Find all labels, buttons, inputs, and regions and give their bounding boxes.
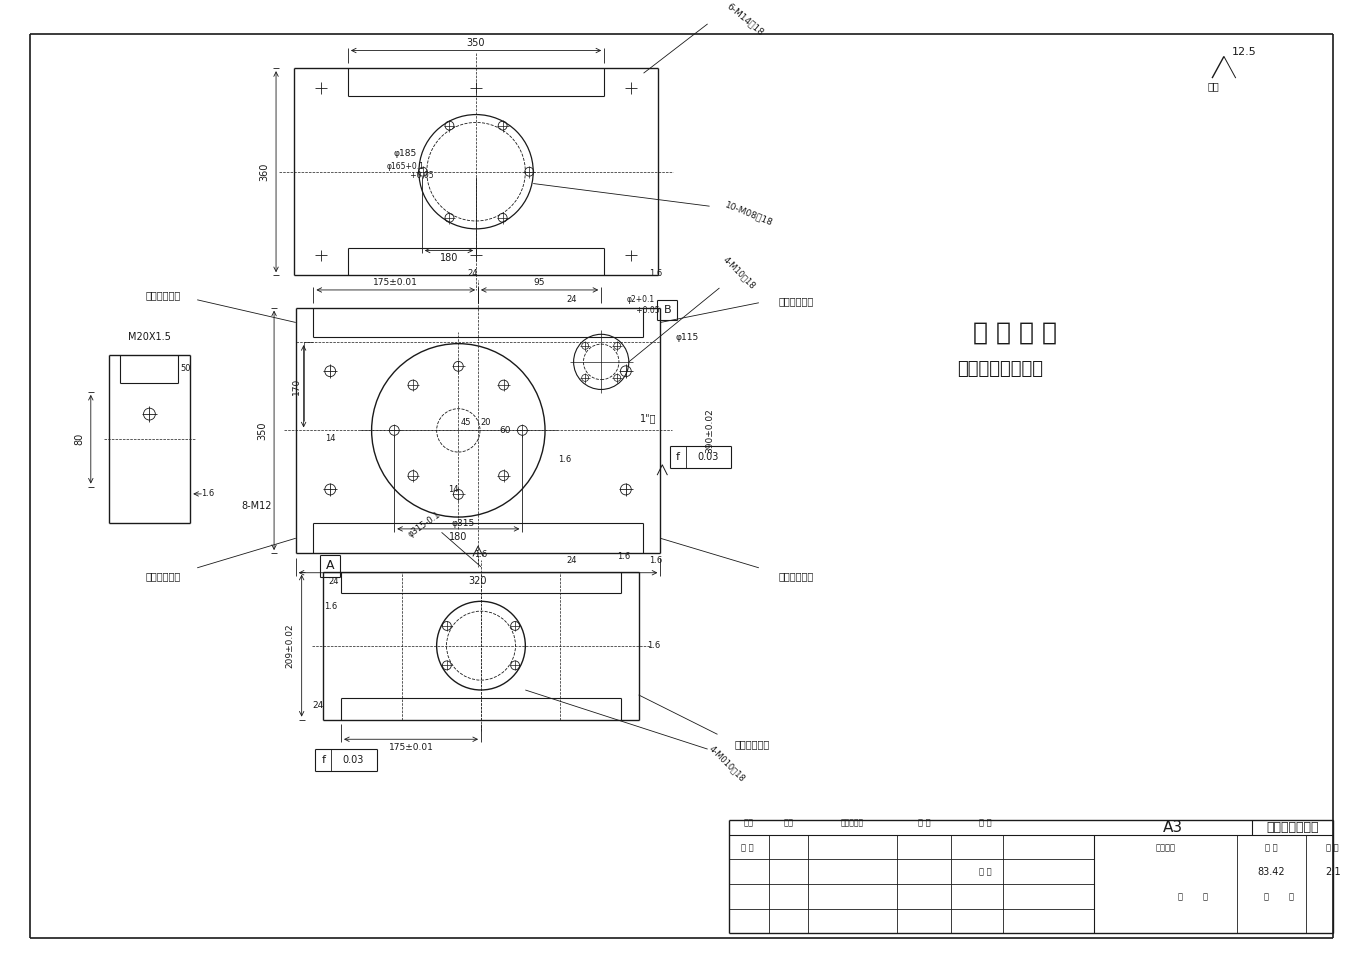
Text: 10-M08深18: 10-M08深18 xyxy=(724,200,774,228)
Text: 签 字: 签 字 xyxy=(917,818,930,828)
Text: 焊接（满焊）: 焊接（满焊） xyxy=(778,571,814,581)
Text: φ185: φ185 xyxy=(394,149,417,158)
Text: 390±0.02: 390±0.02 xyxy=(705,408,714,453)
Text: 95: 95 xyxy=(534,278,545,286)
Text: 比 例: 比 例 xyxy=(1326,843,1338,853)
Text: 焊接（满焊）: 焊接（满焊） xyxy=(735,740,770,749)
Text: 14: 14 xyxy=(324,434,335,443)
Text: 360: 360 xyxy=(259,163,270,181)
Text: 80: 80 xyxy=(74,433,85,445)
Text: 170: 170 xyxy=(292,377,301,395)
Text: 24: 24 xyxy=(312,701,324,710)
Text: 更改文件名: 更改文件名 xyxy=(841,818,864,828)
Text: 0.03: 0.03 xyxy=(342,755,364,764)
Text: φ115: φ115 xyxy=(675,332,698,342)
Text: 1.6: 1.6 xyxy=(202,490,215,498)
Text: A3: A3 xyxy=(1163,820,1183,835)
Text: 83.42: 83.42 xyxy=(1258,867,1285,878)
Text: 24: 24 xyxy=(328,577,338,586)
Text: 175±0.01: 175±0.01 xyxy=(388,742,433,752)
Text: 处数: 处数 xyxy=(784,818,793,828)
Text: 共: 共 xyxy=(1178,893,1183,901)
Text: 技 术 要 求: 技 术 要 求 xyxy=(973,320,1058,344)
Text: 320: 320 xyxy=(469,576,488,585)
Text: 标记: 标记 xyxy=(744,818,754,828)
Text: 1.6: 1.6 xyxy=(617,553,631,561)
Text: 焊接后不得漏油。: 焊接后不得漏油。 xyxy=(957,360,1043,377)
Text: 14: 14 xyxy=(448,485,458,494)
Text: 1.6: 1.6 xyxy=(649,557,662,565)
Text: φ315-0.1: φ315-0.1 xyxy=(406,510,442,539)
Text: M20X1.5: M20X1.5 xyxy=(128,332,170,342)
Text: +0.05: +0.05 xyxy=(622,307,660,315)
Text: 50: 50 xyxy=(180,364,191,374)
Text: 20: 20 xyxy=(481,418,491,427)
Text: 焊接（满焊）: 焊接（满焊） xyxy=(144,290,180,300)
Text: 1.6: 1.6 xyxy=(647,641,660,650)
Text: A: A xyxy=(326,559,334,572)
Text: 350: 350 xyxy=(466,37,485,48)
Text: 350: 350 xyxy=(258,422,267,440)
Text: 2:1: 2:1 xyxy=(1325,867,1341,878)
Text: 张: 张 xyxy=(1202,893,1208,901)
Text: φ165+0.1: φ165+0.1 xyxy=(386,162,424,171)
Text: 175±0.01: 175±0.01 xyxy=(373,278,418,286)
Text: 180: 180 xyxy=(440,254,458,263)
Text: 180: 180 xyxy=(450,532,468,542)
Text: 设 计: 设 计 xyxy=(740,843,754,853)
Text: 1.6: 1.6 xyxy=(557,455,571,465)
Text: 1.6: 1.6 xyxy=(649,268,662,278)
Text: 1.6: 1.6 xyxy=(474,550,488,559)
Text: 24: 24 xyxy=(567,295,577,305)
Text: 209±0.02: 209±0.02 xyxy=(285,624,294,668)
Text: 8-M12: 8-M12 xyxy=(241,501,271,511)
Text: 日 期: 日 期 xyxy=(979,818,991,828)
Text: 底盘旋转涡轮箱: 底盘旋转涡轮箱 xyxy=(1266,821,1318,834)
Text: +0.05: +0.05 xyxy=(397,171,433,180)
Text: 焊接（满焊）: 焊接（满焊） xyxy=(144,571,180,581)
Text: f: f xyxy=(676,452,680,462)
Text: 4-M010深18: 4-M010深18 xyxy=(707,744,747,784)
Text: 焊接（满焊）: 焊接（满焊） xyxy=(778,296,814,306)
Text: B: B xyxy=(664,305,671,314)
Text: 45: 45 xyxy=(461,418,472,427)
Text: 0.03: 0.03 xyxy=(696,452,718,462)
Text: 1"通: 1"通 xyxy=(641,414,657,423)
Text: 质 量: 质 量 xyxy=(1265,843,1277,853)
Text: 24: 24 xyxy=(468,268,478,278)
Text: 第: 第 xyxy=(1264,893,1269,901)
Text: 图样标记: 图样标记 xyxy=(1156,843,1175,853)
Text: 张: 张 xyxy=(1288,893,1293,901)
Text: 日 期: 日 期 xyxy=(979,868,991,877)
Text: 全部: 全部 xyxy=(1208,81,1219,91)
Text: 6-M14深18: 6-M14深18 xyxy=(725,1,765,37)
Text: 1.6: 1.6 xyxy=(324,602,338,611)
Text: φ315: φ315 xyxy=(451,519,474,529)
Text: 12.5: 12.5 xyxy=(1232,48,1257,57)
Text: 4-M10深18: 4-M10深18 xyxy=(721,255,756,291)
Text: f: f xyxy=(322,755,326,764)
Text: φ2+0.1: φ2+0.1 xyxy=(627,295,654,305)
Text: 24: 24 xyxy=(567,557,577,565)
Text: 60: 60 xyxy=(500,426,511,435)
